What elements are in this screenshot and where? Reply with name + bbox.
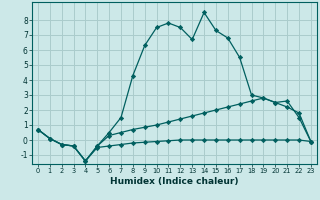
X-axis label: Humidex (Indice chaleur): Humidex (Indice chaleur) bbox=[110, 177, 239, 186]
